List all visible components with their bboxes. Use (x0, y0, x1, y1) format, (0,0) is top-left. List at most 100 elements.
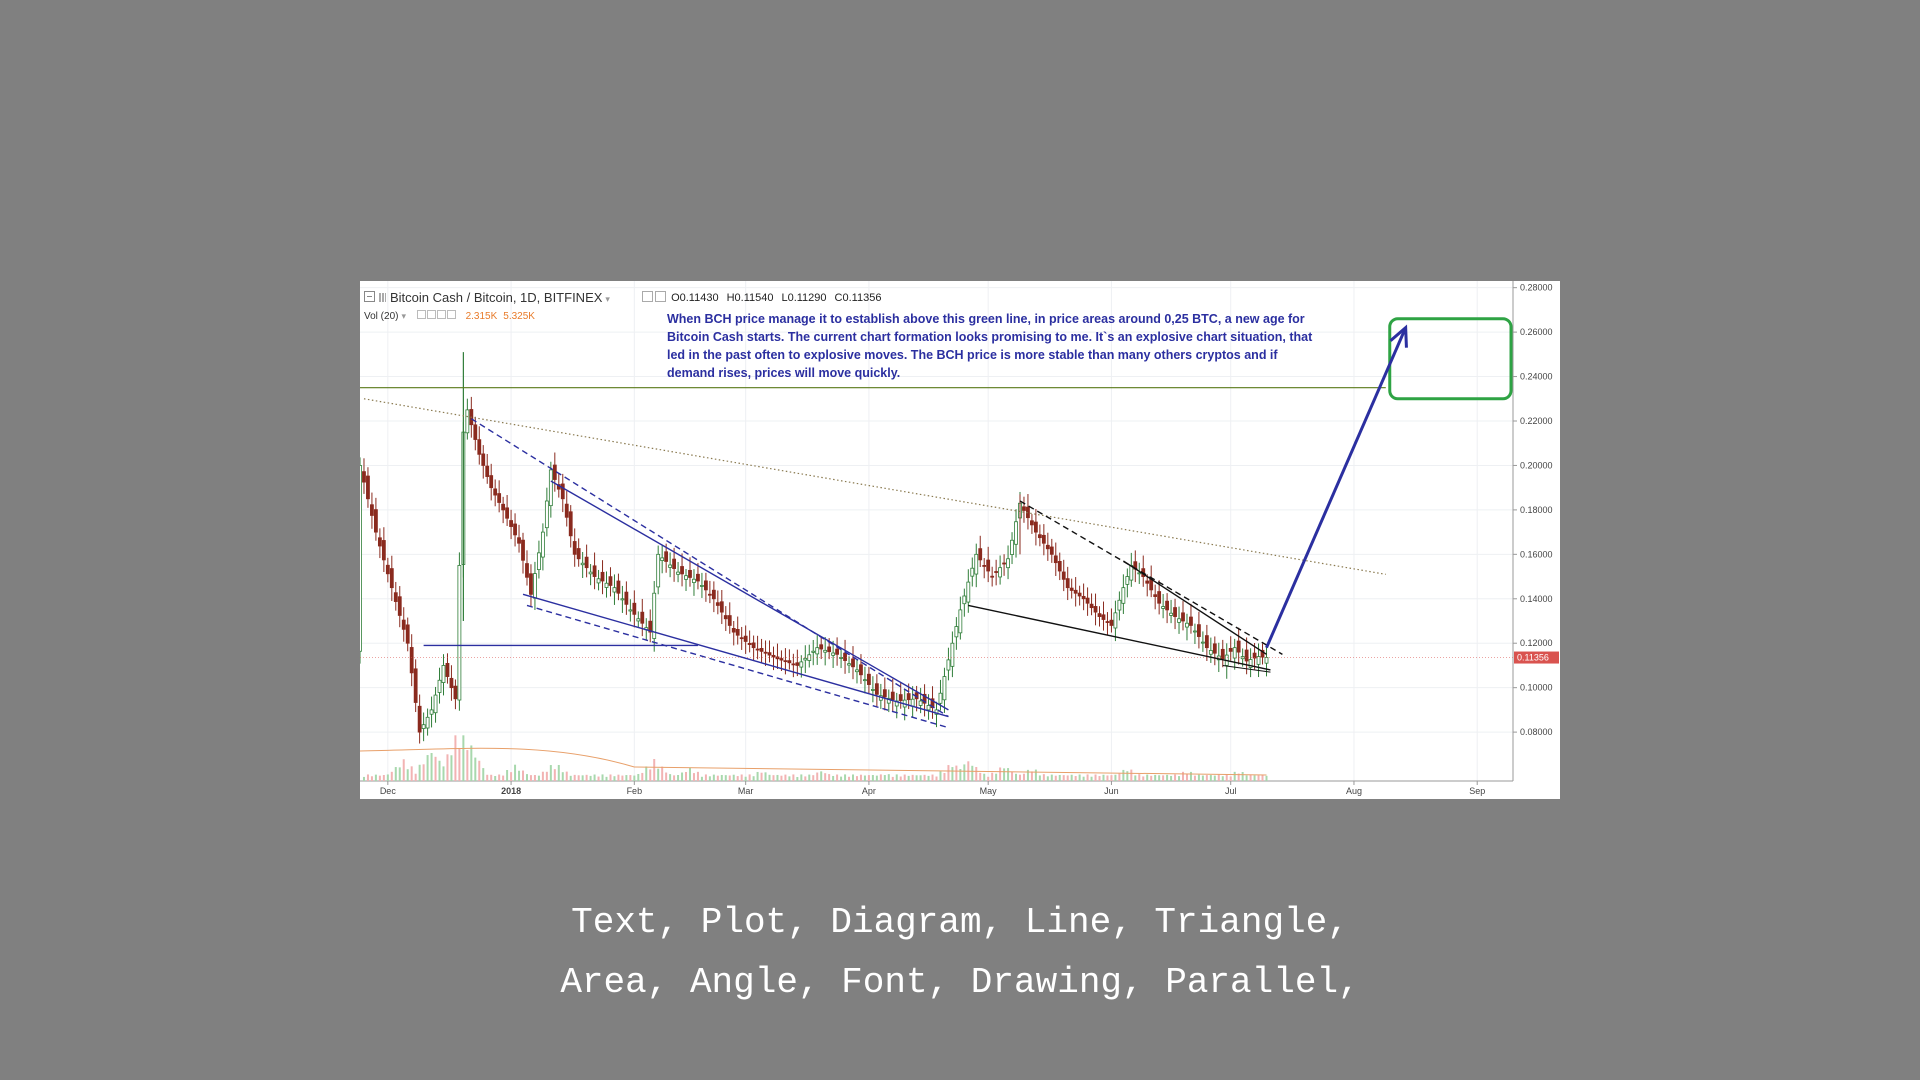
annotation-line: demand rises, prices will move quickly. (667, 366, 901, 380)
volume-bar (1237, 773, 1240, 781)
volume-bar (386, 774, 389, 781)
settings-icon[interactable] (655, 291, 666, 302)
candle-body (1049, 546, 1054, 555)
candle-body (572, 541, 577, 555)
volume-bar (1066, 775, 1069, 781)
settings-icon[interactable] (426, 310, 436, 319)
candle-body (1189, 616, 1193, 626)
candle-body (521, 539, 525, 561)
candle-body (811, 650, 816, 653)
volume-bar (828, 774, 831, 781)
candle-body (1193, 630, 1197, 633)
arrow-head-icon (1389, 324, 1408, 348)
volume-bar (625, 775, 628, 781)
symbol-title[interactable]: Bitcoin Cash / Bitcoin, 1D, BITFINEX ▾ (364, 290, 610, 305)
volume-bar (1078, 774, 1081, 781)
y-tick-label: 0.08000 (1520, 727, 1553, 737)
volume-label[interactable]: Vol (20) (364, 311, 399, 322)
add-icon[interactable] (436, 310, 446, 319)
chevron-down-icon[interactable]: ▾ (401, 311, 406, 321)
volume-legend: Vol (20) ▾ 2.315K 5.325K (364, 310, 535, 322)
volume-bar (462, 735, 465, 781)
candle-body (707, 593, 712, 596)
x-tick-label: Dec (380, 786, 397, 796)
volume-bar (665, 772, 668, 781)
volume-bar (573, 774, 576, 781)
eye-icon[interactable] (416, 310, 426, 319)
black-wedge-lower-dashed (1222, 664, 1271, 673)
candle-body (958, 609, 963, 634)
candle-body (851, 658, 855, 668)
candle-body (445, 662, 450, 677)
volume-bar (772, 775, 775, 781)
candle-body (525, 563, 529, 578)
ohlc-readout: O0.11430 H0.11540 L0.11290 C0.11356 (642, 291, 889, 304)
candle-body (457, 565, 462, 701)
volume-bar (1106, 775, 1109, 781)
volume-bar (1082, 776, 1085, 781)
y-tick-label: 0.28000 (1520, 283, 1553, 293)
candle-body (588, 571, 593, 575)
collapse-icon[interactable] (364, 291, 375, 302)
chevron-down-icon[interactable]: ▾ (605, 294, 610, 304)
volume-bar (466, 750, 469, 781)
volume-bar (923, 774, 926, 781)
volume-bar (1090, 776, 1093, 781)
volume-bar (915, 775, 918, 781)
candle-body (898, 694, 903, 701)
candle-body (1030, 520, 1034, 526)
blue-wedge-upper (550, 480, 949, 711)
candle-body (473, 424, 478, 440)
candle-body (533, 573, 537, 599)
candle-body (1041, 534, 1046, 544)
volume-bar (867, 775, 870, 781)
candle-body (656, 553, 661, 588)
candle-body (596, 578, 601, 584)
price-chart[interactable]: 0.28000 0.26000 0.24000 0.22000 0.20000 0.180… (360, 281, 1560, 799)
volume-bar (724, 775, 727, 781)
volume-bar (911, 774, 914, 781)
volume-bar (426, 755, 429, 781)
volume-bar (1026, 769, 1029, 781)
candle-body (652, 592, 657, 639)
candle-body (1065, 578, 1070, 589)
volume-bar (951, 767, 954, 781)
volume-bar (510, 772, 513, 781)
volume-bar (561, 772, 564, 781)
candle-body (1073, 589, 1078, 594)
volume-bar (430, 753, 433, 781)
volume-bar (752, 776, 755, 781)
candle-body (453, 685, 458, 700)
candle-body (1200, 641, 1205, 644)
candle-body (485, 465, 490, 477)
volume-bar (891, 776, 894, 781)
candle-body (1093, 606, 1098, 613)
volume-bar (442, 766, 445, 781)
eye-icon[interactable] (642, 291, 653, 302)
candle-body (1069, 587, 1074, 591)
volume-bar (366, 774, 369, 781)
volume-bar (494, 775, 497, 781)
volume-bar (1197, 774, 1200, 781)
close-icon[interactable] (446, 310, 456, 319)
candle-body (994, 571, 999, 573)
volume-bar (458, 747, 461, 781)
volume-bar (1257, 775, 1260, 781)
candle-body (1228, 648, 1233, 652)
volume-bar (1134, 775, 1137, 781)
volume-bar (506, 770, 509, 781)
y-tick-label: 0.24000 (1520, 372, 1553, 382)
volume-bar (756, 771, 759, 781)
volume-bar (1122, 769, 1125, 781)
candle-body (544, 500, 549, 529)
candle-body (409, 647, 414, 674)
volume-bar (681, 772, 684, 781)
candle-body (477, 439, 482, 455)
annotation-line: When BCH price manage it to establish ab… (667, 312, 1305, 326)
volume-bar (804, 776, 807, 781)
candle-body (859, 664, 863, 676)
candle-body (560, 483, 565, 500)
candle-body (489, 475, 494, 489)
candle-body (501, 503, 506, 511)
candle-body (787, 660, 792, 664)
